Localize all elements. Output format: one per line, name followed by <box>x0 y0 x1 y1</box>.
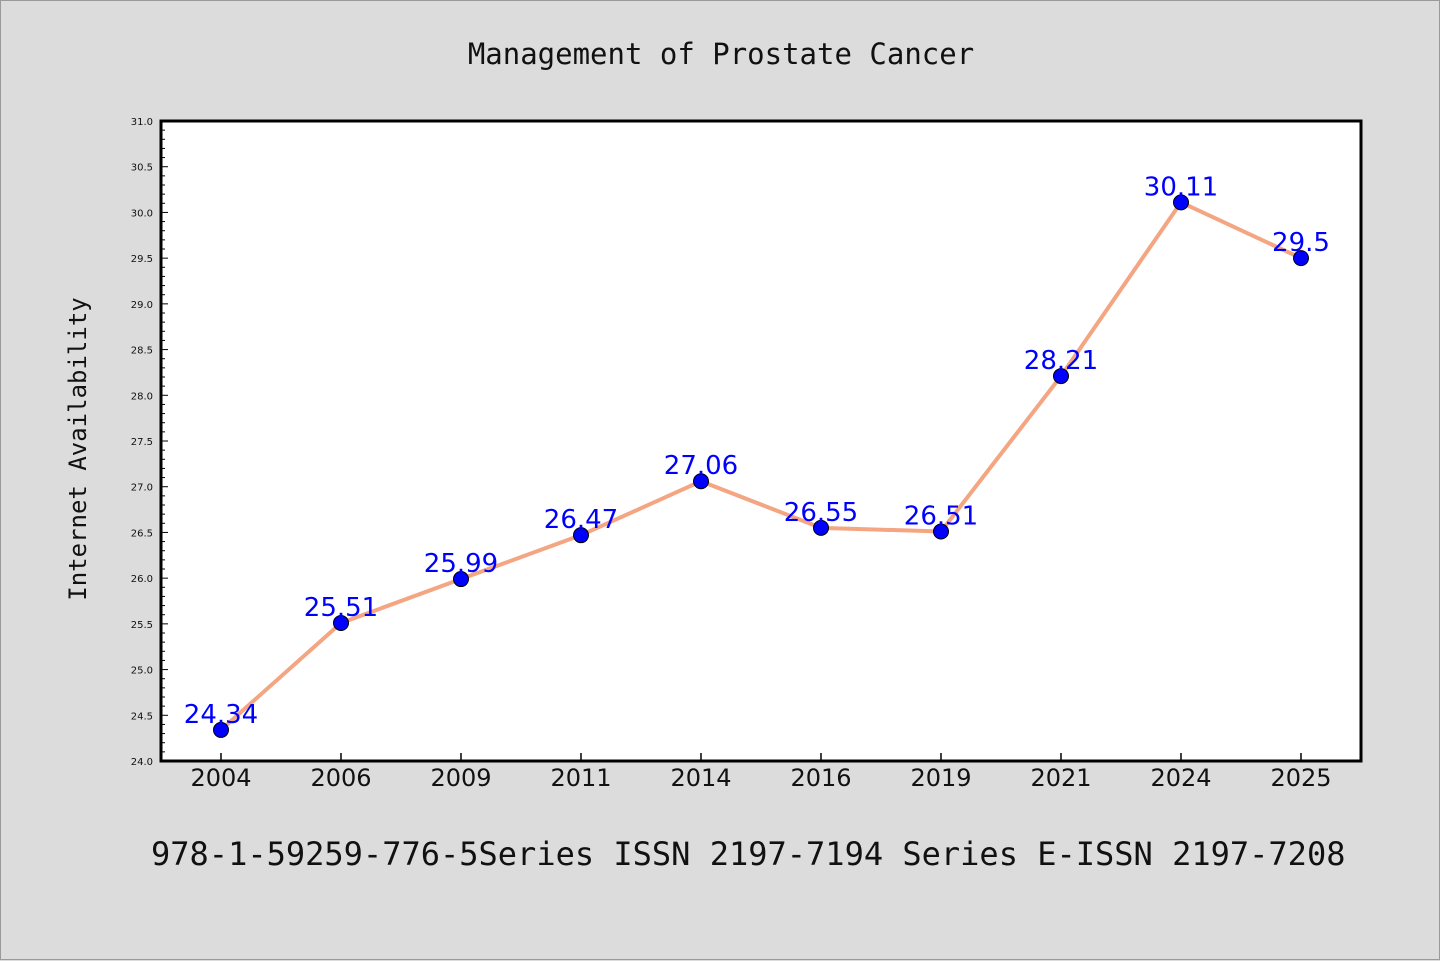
data-point-marker <box>933 523 949 540</box>
y-tick-label: 24.5 <box>131 711 153 722</box>
footer-isbn-text: 978-1-59259-776-5Series ISSN 2197-7194 S… <box>151 835 1345 873</box>
data-point-marker <box>1173 194 1189 211</box>
x-tick-label: 2025 <box>1270 764 1331 792</box>
y-tick-label: 31.0 <box>131 117 153 128</box>
y-tick-label: 24.0 <box>131 757 153 768</box>
data-point-label: 26.55 <box>784 498 858 528</box>
series-line <box>219 200 1302 732</box>
series-line-group: 24.34 25.51 25.99 26.47 27.06 26.55 26.51 28.21… <box>184 172 1330 738</box>
y-tick-label: 30.5 <box>131 163 153 174</box>
x-tick-label: 2009 <box>430 764 491 792</box>
data-point-label: 30.11 <box>1144 172 1218 202</box>
data-point-label: 27.06 <box>664 451 738 481</box>
data-point-label: 26.51 <box>904 502 978 532</box>
data-point-marker <box>453 571 469 588</box>
data-point-marker <box>213 721 229 738</box>
data-point-label: 29.5 <box>1272 228 1330 258</box>
y-tick-label: 26.5 <box>131 528 153 539</box>
data-point-marker <box>693 473 709 490</box>
data-point-label: 28.21 <box>1024 346 1098 376</box>
y-tick-label: 29.0 <box>131 300 153 311</box>
data-point-label: 24.34 <box>184 700 258 730</box>
data-point-marker <box>813 519 829 536</box>
data-point-label: 25.51 <box>304 593 378 623</box>
x-tick-label: 2019 <box>910 764 971 792</box>
y-axis-label: Internet Availability <box>64 297 92 600</box>
data-point-marker <box>333 614 349 631</box>
x-tick-label: 2006 <box>310 764 371 792</box>
x-tick-label: 2004 <box>190 764 251 792</box>
data-point-marker <box>1293 250 1309 267</box>
x-tick-label: 2014 <box>670 764 731 792</box>
y-tick-label: 25.0 <box>131 666 153 677</box>
y-tick-label: 27.5 <box>131 437 153 448</box>
y-tick-label: 28.0 <box>131 391 153 402</box>
plot-frame <box>159 119 1363 763</box>
y-tick-label: 27.0 <box>131 483 153 494</box>
chart-title: Management of Prostate Cancer <box>468 37 974 71</box>
plot-area <box>161 121 1361 761</box>
x-axis-ticks: 2004 2006 2009 2011 2014 2016 2019 2021 2024 2025 <box>190 753 1332 792</box>
x-tick-label: 2016 <box>790 764 851 792</box>
data-point-label: 26.47 <box>544 505 618 535</box>
data-point-marker <box>1053 368 1069 385</box>
y-tick-label: 28.5 <box>131 346 153 357</box>
data-point-marker <box>573 527 589 544</box>
x-tick-label: 2021 <box>1030 764 1091 792</box>
y-tick-label: 30.0 <box>131 208 153 219</box>
y-tick-label: 29.5 <box>131 254 153 265</box>
y-tick-label: 25.5 <box>131 620 153 631</box>
data-point-label: 25.99 <box>424 549 498 579</box>
y-tick-label: 26.0 <box>131 574 153 585</box>
x-tick-label: 2011 <box>550 764 611 792</box>
x-tick-label: 2024 <box>1150 764 1211 792</box>
